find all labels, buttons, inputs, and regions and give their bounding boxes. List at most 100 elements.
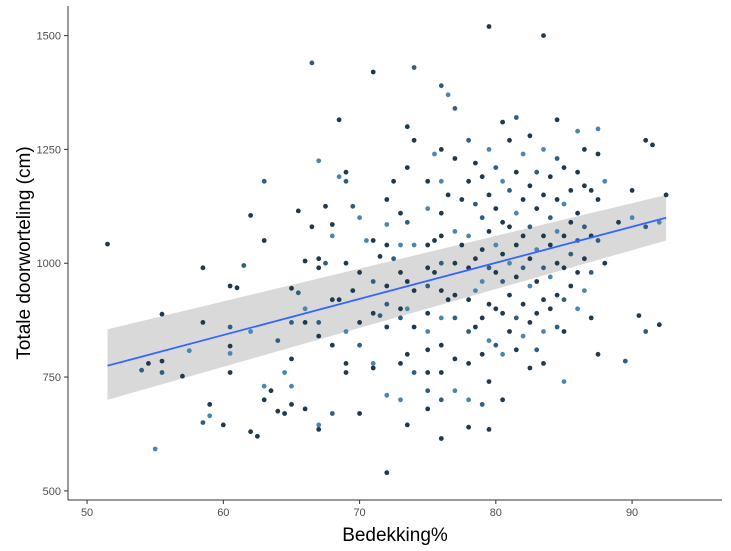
data-point bbox=[507, 188, 512, 193]
data-point bbox=[520, 301, 526, 307]
data-point bbox=[261, 238, 267, 243]
data-point bbox=[404, 422, 410, 428]
data-point bbox=[411, 288, 417, 293]
y-tick-label: 1000 bbox=[37, 258, 61, 270]
data-point bbox=[486, 192, 492, 198]
data-point bbox=[438, 178, 444, 184]
data-point bbox=[500, 351, 505, 357]
data-point bbox=[527, 133, 533, 139]
data-point bbox=[602, 178, 608, 184]
data-point bbox=[500, 119, 505, 125]
data-point bbox=[350, 203, 356, 209]
data-point bbox=[486, 229, 492, 234]
data-point bbox=[493, 165, 499, 171]
data-point bbox=[575, 306, 580, 312]
data-point bbox=[411, 370, 417, 375]
data-point bbox=[152, 446, 158, 452]
data-point bbox=[520, 233, 526, 239]
data-point bbox=[561, 265, 567, 271]
data-point bbox=[602, 260, 608, 266]
data-point bbox=[425, 406, 431, 412]
data-point bbox=[452, 388, 458, 394]
data-point bbox=[425, 265, 431, 271]
data-point bbox=[350, 288, 356, 293]
data-point bbox=[479, 402, 485, 407]
data-point bbox=[561, 379, 567, 384]
data-point bbox=[438, 288, 444, 293]
data-point bbox=[289, 383, 294, 389]
data-point bbox=[575, 128, 580, 134]
data-point bbox=[438, 342, 444, 348]
data-point bbox=[554, 292, 560, 298]
data-point bbox=[568, 219, 574, 225]
data-point bbox=[261, 397, 267, 403]
data-point bbox=[561, 297, 567, 303]
data-point bbox=[309, 224, 315, 230]
data-point bbox=[316, 320, 322, 325]
data-point bbox=[547, 215, 553, 221]
data-point bbox=[547, 306, 553, 312]
data-point bbox=[513, 242, 519, 248]
data-point bbox=[207, 413, 213, 419]
data-point bbox=[200, 320, 206, 325]
data-point bbox=[336, 297, 342, 303]
data-point bbox=[534, 206, 540, 212]
data-point bbox=[357, 411, 362, 416]
data-point bbox=[568, 188, 574, 193]
data-point bbox=[200, 420, 206, 425]
data-point bbox=[575, 169, 580, 175]
data-point bbox=[370, 69, 376, 75]
data-point bbox=[486, 147, 492, 152]
data-point bbox=[575, 270, 580, 275]
data-point bbox=[534, 310, 540, 316]
data-point bbox=[438, 397, 444, 403]
data-point bbox=[459, 242, 465, 248]
data-point bbox=[507, 292, 512, 298]
data-point bbox=[575, 210, 580, 216]
data-point bbox=[466, 297, 471, 303]
data-point bbox=[425, 242, 431, 248]
data-point bbox=[582, 288, 587, 293]
data-point bbox=[541, 361, 546, 366]
data-point bbox=[227, 324, 233, 330]
data-point bbox=[541, 147, 546, 152]
ticks-layer: 50 60 70 80 90 500 750 1000 1250 1500 bbox=[37, 31, 639, 519]
data-point bbox=[329, 342, 335, 348]
data-point bbox=[411, 65, 417, 70]
data-point bbox=[554, 260, 560, 266]
data-point bbox=[541, 297, 546, 303]
data-points-layer bbox=[105, 24, 669, 476]
data-point bbox=[329, 233, 335, 239]
data-point bbox=[486, 265, 492, 271]
data-point bbox=[302, 320, 308, 325]
data-point bbox=[438, 210, 444, 216]
data-point bbox=[425, 310, 431, 316]
data-point bbox=[438, 315, 444, 321]
data-point bbox=[323, 260, 328, 266]
data-point bbox=[398, 315, 403, 321]
data-point bbox=[466, 361, 471, 366]
data-point bbox=[595, 197, 601, 202]
data-point bbox=[323, 203, 328, 209]
data-point bbox=[309, 60, 315, 66]
data-point bbox=[241, 263, 247, 268]
data-point bbox=[357, 342, 362, 348]
data-point bbox=[643, 137, 649, 143]
data-point bbox=[370, 238, 376, 243]
data-point bbox=[473, 160, 478, 166]
data-point bbox=[561, 329, 567, 334]
data-point bbox=[404, 351, 410, 357]
data-point bbox=[261, 178, 267, 184]
data-point bbox=[248, 213, 254, 218]
data-point bbox=[507, 329, 512, 334]
data-point bbox=[220, 422, 226, 428]
data-point bbox=[582, 224, 587, 230]
data-point bbox=[391, 178, 396, 184]
data-point bbox=[547, 174, 553, 180]
data-point bbox=[513, 347, 519, 353]
data-point bbox=[527, 256, 533, 262]
data-point bbox=[404, 219, 410, 225]
data-point bbox=[513, 115, 519, 120]
data-point bbox=[479, 315, 485, 321]
data-point bbox=[425, 283, 431, 289]
